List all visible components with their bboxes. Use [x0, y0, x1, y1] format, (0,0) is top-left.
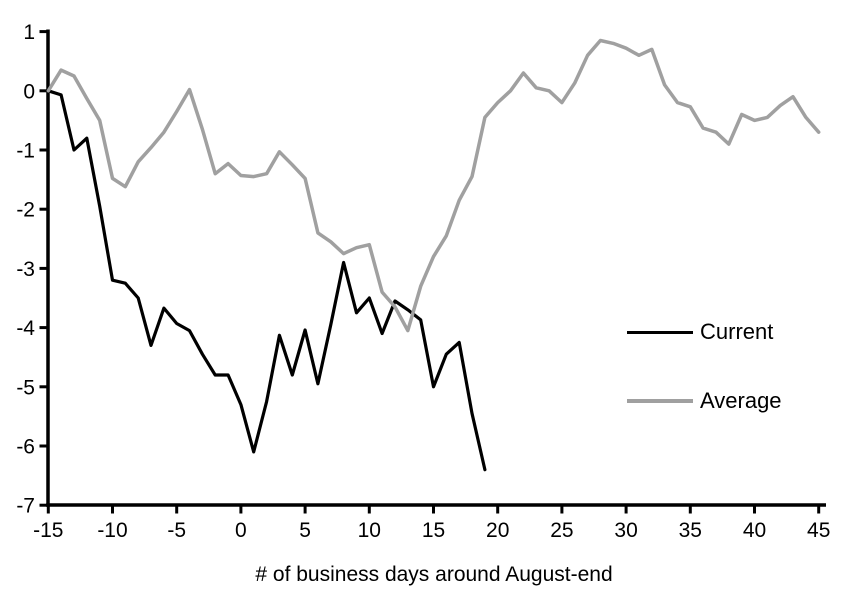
- average-line: [46, 38, 821, 333]
- x-tick-label: -15: [33, 519, 63, 542]
- x-tick-label: 10: [358, 519, 381, 542]
- x-tick-label: -10: [97, 519, 127, 542]
- x-tick-label: 0: [235, 519, 247, 542]
- x-tick-label: 35: [679, 519, 702, 542]
- x-tick-label: 30: [614, 519, 637, 542]
- current-line: [46, 89, 487, 472]
- legend: Current Average: [627, 318, 837, 415]
- y-tick-label: -2: [16, 199, 35, 222]
- x-tick-label: 25: [550, 519, 573, 542]
- y-tick-label: -5: [16, 376, 35, 399]
- x-tick-label: -5: [167, 519, 186, 542]
- x-tick-label: 45: [807, 519, 830, 542]
- x-tick-label: 5: [299, 519, 311, 542]
- average-line-swatch: [627, 399, 693, 403]
- x-axis-title: # of business days around August-end: [255, 563, 613, 586]
- y-tick-label: -4: [16, 317, 35, 340]
- series-lines: [46, 38, 821, 472]
- y-tick-label: -6: [16, 436, 35, 459]
- current-line-swatch: [627, 330, 693, 334]
- y-tick-label: -7: [16, 495, 35, 518]
- legend-item-current: Current: [627, 318, 837, 346]
- y-tick-label: -3: [16, 258, 35, 281]
- legend-label-current: Current: [700, 319, 774, 344]
- axes: 10-1-2-3-4-5-6-7-15 -10 -5 0 5 10 15 20 25 30 35 40…: [16, 21, 830, 542]
- x-tick-label: 15: [422, 519, 445, 542]
- y-tick-label: -1: [16, 140, 35, 163]
- y-tick-label: 0: [23, 80, 35, 103]
- x-tick-label: 20: [486, 519, 509, 542]
- x-tick-label: 40: [743, 519, 766, 542]
- y-tick-label: 1: [23, 21, 35, 44]
- legend-item-average: Average: [627, 387, 837, 415]
- legend-label-average: Average: [700, 388, 782, 413]
